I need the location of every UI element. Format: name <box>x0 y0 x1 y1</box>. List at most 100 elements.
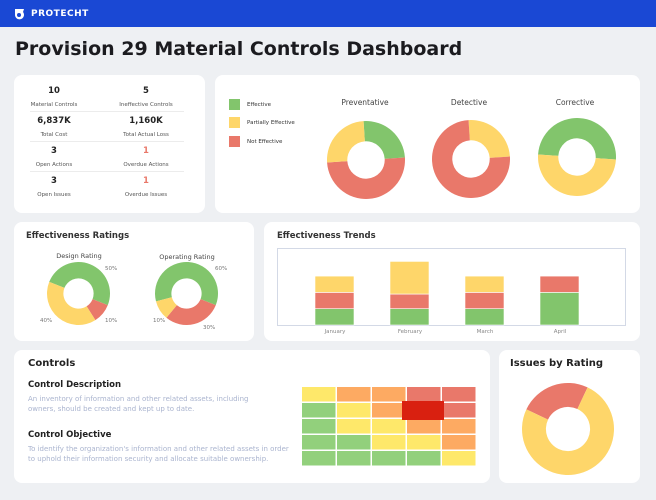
stat-value: 6,837K <box>37 116 71 126</box>
slice-effective <box>363 121 405 159</box>
bar-march-not-effective <box>464 292 505 310</box>
plot-frame <box>277 248 626 326</box>
stat-value: 1 <box>143 176 149 186</box>
section-title: Controls <box>28 358 76 369</box>
brand-name[interactable]: PROTECHT <box>31 8 89 19</box>
corrective-donut <box>538 118 616 196</box>
slice-partially-effective <box>538 154 616 196</box>
section-title: Effectiveness Ratings <box>26 231 130 241</box>
heatmap-cell[interactable] <box>407 451 441 466</box>
stat-total-cost: 6,837K Total Cost <box>9 116 99 138</box>
control-objective-title: Control Objective <box>28 430 112 440</box>
stat-label: Total Cost <box>40 132 68 138</box>
stat-ineffective-controls: 5 Ineffective Controls <box>101 86 191 108</box>
chart-title: Detective <box>450 98 488 107</box>
stat-value: 1,160K <box>129 116 163 126</box>
divider <box>30 171 184 172</box>
heatmap-cell[interactable] <box>442 403 476 418</box>
pct-label: 40% <box>40 318 53 324</box>
heatmap-cell[interactable] <box>337 419 371 434</box>
slice-effective <box>49 262 110 306</box>
heatmap-cell[interactable] <box>407 419 441 434</box>
divider <box>30 141 184 142</box>
stat-label: Overdue Actions <box>123 162 169 168</box>
slice-partially-effective <box>47 281 96 325</box>
stat-label: Material Controls <box>30 102 78 108</box>
heatmap-cell[interactable] <box>442 387 476 402</box>
heatmap-highlight-cell[interactable] <box>402 401 444 420</box>
stat-label: Ineffective Controls <box>119 102 173 108</box>
heatmap-cell[interactable] <box>302 451 336 466</box>
slice-partially-effective <box>468 120 510 158</box>
heatmap-cell[interactable] <box>337 435 371 450</box>
heatmap-cell[interactable] <box>372 435 406 450</box>
bar-february-not-effective <box>389 293 430 309</box>
trends-bar-chart <box>277 248 626 326</box>
heatmap-cell[interactable] <box>302 387 336 402</box>
stat-value: 3 <box>51 146 57 156</box>
slice-not-effective <box>86 299 108 321</box>
heatmap-cell[interactable] <box>337 403 371 418</box>
stats-card: 10 Material Controls 5 Ineffective Controls… <box>14 75 205 213</box>
stat-label: Total Actual Loss <box>123 132 169 138</box>
chart-title: Preventative <box>341 98 389 107</box>
control-description: An inventory of information and other re… <box>28 395 249 413</box>
heatmap-cell[interactable] <box>442 435 476 450</box>
bar-april-effective <box>539 292 580 326</box>
x-tick-label: April <box>553 329 567 335</box>
top-bar: PROTECHT <box>0 0 656 27</box>
stat-overdue-actions: 1 Overdue Actions <box>101 146 191 168</box>
stat-value: 5 <box>143 86 149 96</box>
section-title: Issues by Rating <box>510 358 604 369</box>
slice-partially-effective <box>522 387 614 475</box>
heatmap-cell[interactable] <box>302 403 336 418</box>
chart-title: Design Rating <box>56 252 102 260</box>
control-description-title: Control Description <box>28 380 122 390</box>
bar-march-partially-effective <box>464 275 505 293</box>
heatmap-cell[interactable] <box>372 387 406 402</box>
heatmap-cell[interactable] <box>302 435 336 450</box>
heatmap-cell[interactable] <box>407 435 441 450</box>
slice-partially-effective <box>155 297 177 318</box>
slice-effective <box>155 262 218 306</box>
chart-title: Operating Rating <box>159 253 215 261</box>
section-title: Effectiveness Trends <box>277 231 376 241</box>
bar-january-effective <box>314 308 355 326</box>
operating-rating-donut <box>155 262 218 325</box>
heatmap-cell[interactable] <box>337 451 371 466</box>
page-title: Provision 29 Material Controls Dashboard <box>15 38 463 60</box>
legend-effective: Effective <box>229 99 271 110</box>
stat-label: Open Actions <box>35 162 73 168</box>
stat-total-actual-loss: 1,160K Total Actual Loss <box>101 116 191 138</box>
x-tick-label: January <box>324 329 346 335</box>
design-rating-donut <box>47 262 110 325</box>
x-tick-label: March <box>476 329 494 335</box>
stat-open-actions: 3 Open Actions <box>9 146 99 168</box>
divider <box>30 111 184 112</box>
heatmap-cell[interactable] <box>442 451 476 466</box>
heatmap-cell[interactable] <box>337 387 371 402</box>
stat-value: 1 <box>143 146 149 156</box>
heatmap-cell[interactable] <box>372 403 406 418</box>
legend-label: Not Effective <box>247 138 283 145</box>
heatmap-cell[interactable] <box>372 419 406 434</box>
pct-label: 50% <box>105 266 118 272</box>
detective-donut <box>432 120 510 198</box>
bar-january-partially-effective <box>314 275 355 293</box>
control-objective: To identify the organization's informati… <box>28 445 289 463</box>
slice-effective <box>538 118 616 160</box>
legend-partial: Partially Effective <box>229 117 295 128</box>
heatmap-cell[interactable] <box>372 451 406 466</box>
heatmap-cell[interactable] <box>302 419 336 434</box>
slice-not-effective <box>432 120 510 198</box>
effectiveness-trends-card: Effectiveness Trends January February Marc… <box>264 222 640 341</box>
pct-label: 60% <box>215 266 228 272</box>
protecht-logo-icon <box>15 8 24 19</box>
pct-label: 10% <box>105 318 118 324</box>
pct-label: 30% <box>203 325 216 331</box>
issues-by-rating-card: Issues by Rating <box>499 350 640 483</box>
heatmap-cell[interactable] <box>407 387 441 402</box>
bar-february-effective <box>389 308 430 326</box>
heatmap-cell[interactable] <box>442 419 476 434</box>
stat-label: Open Issues <box>37 192 71 198</box>
